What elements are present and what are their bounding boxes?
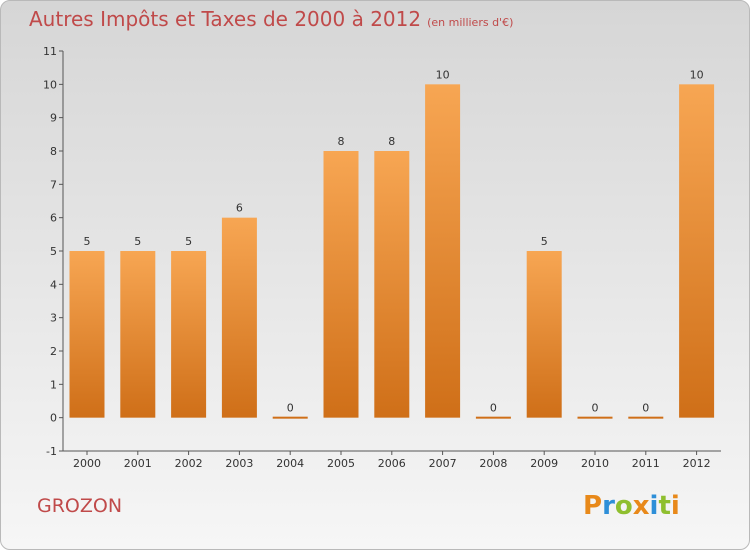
- bar-2006: [374, 151, 410, 418]
- data-label-2010: 0: [592, 402, 599, 415]
- bar-2000: [69, 251, 105, 418]
- logo-letter: i: [649, 491, 659, 521]
- chart-title-text: Autres Impôts et Taxes de 2000 à 2012: [29, 7, 422, 31]
- y-tick-label: 2: [50, 345, 57, 358]
- x-tick-label-2009: 2009: [530, 457, 558, 470]
- data-label-2004: 0: [287, 402, 294, 415]
- y-tick-label: 1: [50, 378, 57, 391]
- data-label-2012: 10: [690, 68, 704, 81]
- data-label-2002: 5: [185, 235, 192, 248]
- data-label-2009: 5: [541, 235, 548, 248]
- bar-2009: [526, 251, 562, 418]
- x-tick-label-2004: 2004: [276, 457, 304, 470]
- bar-2001: [120, 251, 156, 418]
- y-tick-label: 0: [50, 412, 57, 425]
- x-tick-label-2002: 2002: [175, 457, 203, 470]
- data-label-2001: 5: [134, 235, 141, 248]
- y-tick-label: 6: [50, 212, 57, 225]
- bar-2011: [628, 416, 664, 419]
- bars: 5 5 5 6 0 8 8 10 0 5 0 0 10: [69, 68, 715, 419]
- data-label-2005: 8: [338, 135, 345, 148]
- bar-2005: [323, 151, 359, 418]
- x-tick-label-2011: 2011: [632, 457, 660, 470]
- y-tick-label: 7: [50, 178, 57, 191]
- data-label-2006: 8: [388, 135, 395, 148]
- data-label-2003: 6: [236, 202, 243, 215]
- logo-letter: x: [632, 491, 650, 521]
- x-axis-ticks: 2000 2001 2002 2003 2004 2005 2006 2007 2008 2009…: [73, 451, 711, 470]
- logo-letter: o: [614, 491, 633, 521]
- logo-letter: t: [658, 491, 671, 521]
- y-axis-ticks: -1 0 1 2 3 4 5 6 7 8 9 10 11: [43, 45, 63, 458]
- proxiti-logo[interactable]: Proxiti: [583, 491, 680, 521]
- y-tick-label: 4: [50, 278, 57, 291]
- y-tick-label: 9: [50, 112, 57, 125]
- commune-name: GROZON: [37, 495, 123, 517]
- bar-2007: [425, 84, 461, 418]
- bar-2012: [679, 84, 715, 418]
- chart-unit: (en milliers d'€): [427, 16, 514, 29]
- logo-letter: P: [583, 491, 603, 521]
- bar-2010: [577, 416, 613, 419]
- x-tick-label-2001: 2001: [124, 457, 152, 470]
- data-label-2008: 0: [490, 402, 497, 415]
- x-tick-label-2012: 2012: [683, 457, 711, 470]
- x-tick-label-2008: 2008: [479, 457, 507, 470]
- x-tick-label-2003: 2003: [225, 457, 253, 470]
- logo-letter: i: [670, 491, 680, 521]
- x-tick-label-2006: 2006: [378, 457, 406, 470]
- bar-2003: [221, 217, 257, 418]
- x-tick-label-2010: 2010: [581, 457, 609, 470]
- y-tick-label: 10: [43, 78, 57, 91]
- chart-title: Autres Impôts et Taxes de 2000 à 2012 (en…: [29, 7, 513, 31]
- data-label-2000: 5: [84, 235, 91, 248]
- y-tick-label: 11: [43, 45, 57, 58]
- bar-2002: [171, 251, 207, 418]
- bar-2004: [272, 416, 308, 419]
- data-label-2011: 0: [642, 402, 649, 415]
- x-tick-label-2005: 2005: [327, 457, 355, 470]
- x-tick-label-2007: 2007: [429, 457, 457, 470]
- data-label-2007: 10: [436, 68, 450, 81]
- x-tick-label-2000: 2000: [73, 457, 101, 470]
- bar-2008: [475, 416, 511, 419]
- y-tick-label: 3: [50, 312, 57, 325]
- y-tick-label: 8: [50, 145, 57, 158]
- logo-letter: r: [602, 491, 615, 521]
- y-tick-label: -1: [46, 445, 57, 458]
- y-tick-label: 5: [50, 245, 57, 258]
